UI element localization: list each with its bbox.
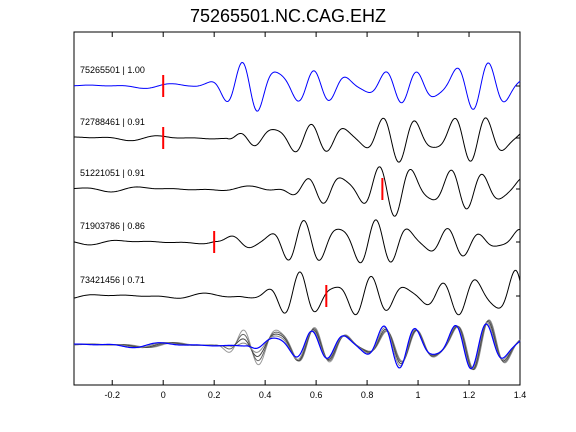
x-tick-label: 0.4: [259, 390, 272, 400]
chart-title: 75265501.NC.CAG.EHZ: [189, 6, 387, 26]
trace-label: 72788461 | 0.91: [80, 117, 145, 127]
trace-label: 75265501 | 1.00: [80, 65, 145, 75]
x-tick-label: 0.8: [361, 390, 374, 400]
trace-line: [73, 61, 521, 112]
x-tick-label: 1.2: [463, 390, 476, 400]
stacked-traces-group: [73, 319, 521, 371]
trace-label: 73421456 | 0.71: [80, 275, 145, 285]
trace-line: [74, 117, 521, 163]
x-tick-label: 1.4: [514, 390, 527, 400]
trace-line: [73, 166, 521, 217]
x-tick-label: -0.2: [104, 390, 120, 400]
x-tick-label: 0.6: [310, 390, 323, 400]
trace-label: 51221051 | 0.91: [80, 168, 145, 178]
stacked-trace-line: [73, 322, 521, 370]
x-tick-label: 1: [416, 390, 421, 400]
trace-label: 71903786 | 0.86: [80, 221, 145, 231]
traces-group: 75265501 | 1.00 72788461 | 0.91 51221051 |…: [73, 61, 521, 316]
trace-line: [73, 219, 521, 264]
trace-line: [73, 269, 521, 316]
x-tick-label: 0.2: [208, 390, 221, 400]
plot-frame: [73, 31, 521, 386]
x-tick-label: 0: [161, 390, 166, 400]
stacked-trace-line: [73, 323, 521, 370]
x-axis: -0.2 0 0.2 0.4 0.6 0.8 1 1.2 1.4: [104, 32, 526, 400]
